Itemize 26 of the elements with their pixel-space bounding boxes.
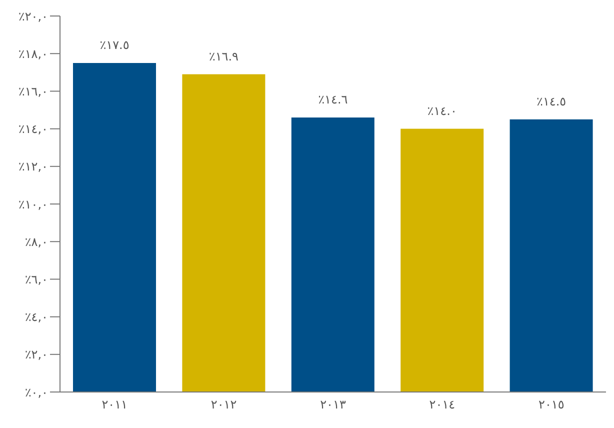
x-tick-label: ٢٠١٢ [210, 398, 237, 412]
bar [400, 128, 484, 392]
y-tick-label: ٪١٢,٠ [18, 160, 48, 174]
bar [73, 63, 156, 392]
x-tick-label: ٢٠١١ [102, 398, 128, 412]
data-label: ٪١٤.٠ [427, 104, 457, 118]
y-tick-label: ٪٦,٠ [24, 272, 48, 286]
bar [182, 74, 266, 392]
data-label: ٪١٧.٥ [100, 38, 130, 52]
x-tick-label: ٢٠١٤ [429, 398, 456, 412]
y-tick-label: ٪٢,٠ [24, 348, 48, 362]
y-tick-label: ٪٤,٠ [24, 310, 48, 324]
data-label: ٪١٤.٦ [318, 92, 348, 107]
x-tick-label: ٢٠١٥ [538, 398, 564, 412]
y-tick-label: ٪١٠,٠ [18, 197, 48, 212]
x-tick-label: ٢٠١٣ [320, 398, 346, 412]
y-tick-label: ٪٨,٠ [24, 234, 48, 249]
bar [510, 119, 593, 392]
bar [291, 118, 374, 392]
y-tick-label: ٪١٤,٠ [18, 122, 48, 136]
y-tick-label: ٪١٨,٠ [18, 46, 48, 61]
y-tick-label: ٪٢٠,٠ [18, 9, 48, 24]
y-tick-label: ٪١٦,٠ [18, 84, 48, 98]
data-label: ٪١٤.٥ [536, 94, 566, 108]
data-label: ٪١٦.٩ [208, 49, 239, 64]
y-tick-label: ٪٠,٠ [24, 385, 48, 400]
